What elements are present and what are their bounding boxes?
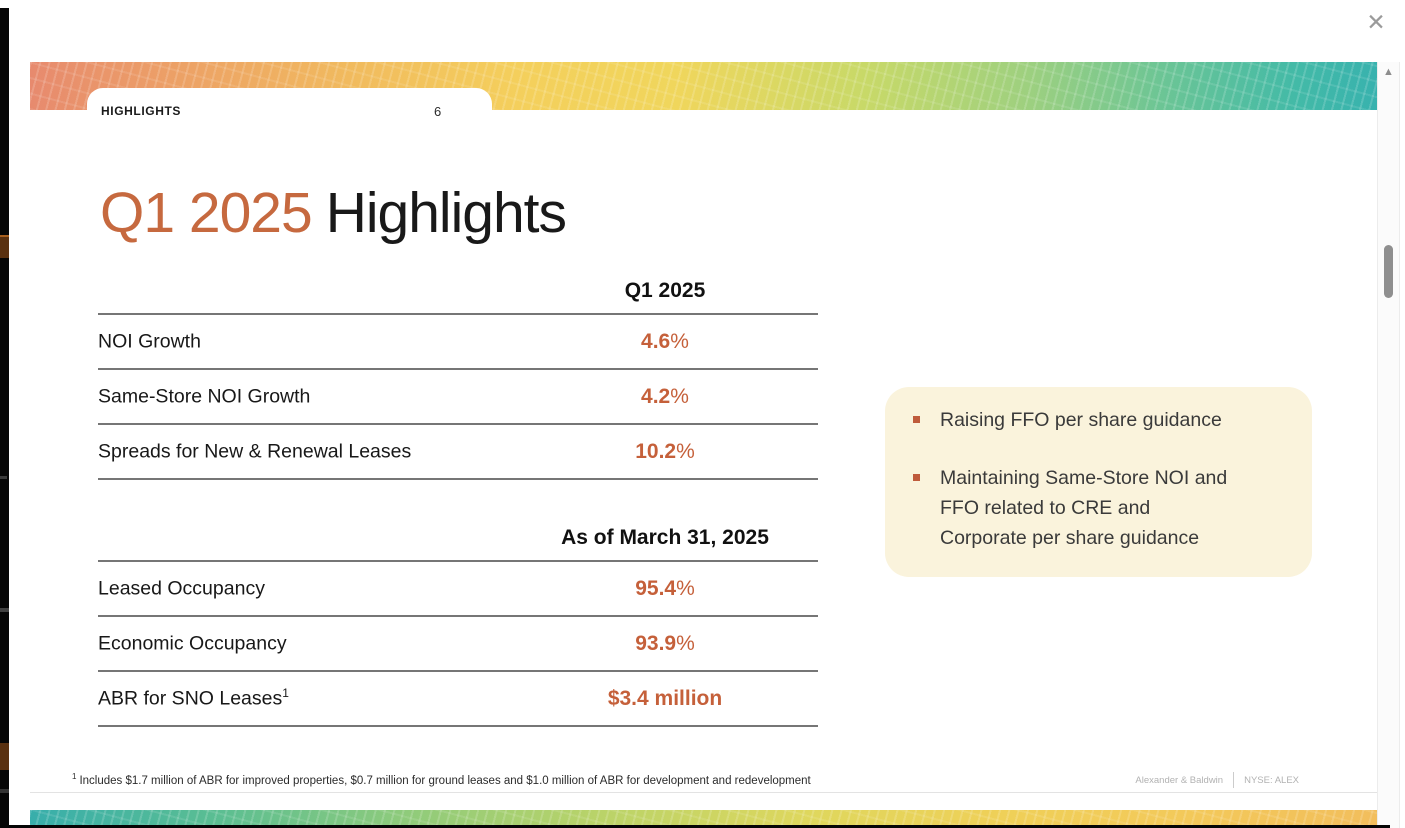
ticker-label: NYSE: ALEX xyxy=(1244,774,1299,786)
slide-page-number: 6 xyxy=(434,103,442,119)
metric-value: 93.9% xyxy=(635,631,695,655)
metric-value: 4.6% xyxy=(641,329,689,353)
list-item: Raising FFO per share guidance xyxy=(909,405,1288,435)
scrollbar-thumb[interactable] xyxy=(1384,245,1393,298)
sidebar-edge-strip xyxy=(0,8,9,828)
metric-label: ABR for SNO Leases1 xyxy=(98,686,289,710)
guidance-callout-box: Raising FFO per share guidance Maintaini… xyxy=(885,387,1312,577)
metric-label: Same-Store NOI Growth xyxy=(98,385,311,408)
table-header-row: As of March 31, 2025 xyxy=(98,515,818,562)
section-tab-label: HIGHLIGHTS xyxy=(101,104,181,118)
scrollbar-track[interactable]: ▲ xyxy=(1377,62,1400,828)
metric-value: 10.2% xyxy=(635,439,695,463)
next-slide-banner-peek xyxy=(30,810,1377,826)
slide-page: HIGHLIGHTS 6 Q1 2025 Highlights Q1 2025 N… xyxy=(30,62,1377,793)
bullet-text: Maintaining Same-Store NOI and FFO relat… xyxy=(940,467,1228,549)
slide-title: Q1 2025 Highlights xyxy=(100,180,567,246)
metric-label: NOI Growth xyxy=(98,330,201,353)
metric-label: Leased Occupancy xyxy=(98,577,265,600)
metric-label: Economic Occupancy xyxy=(98,632,287,655)
table-header-label: Q1 2025 xyxy=(624,278,706,302)
metrics-table-march: As of March 31, 2025 Leased Occupancy 95… xyxy=(98,515,818,727)
thumbnail-sliver xyxy=(0,476,7,479)
metric-label: Spreads for New & Renewal Leases xyxy=(98,440,412,463)
scroll-up-icon[interactable]: ▲ xyxy=(1383,66,1394,78)
metric-value: 95.4% xyxy=(635,576,695,600)
table-header-row: Q1 2025 xyxy=(98,268,818,315)
table-row: NOI Growth 4.6% xyxy=(98,315,818,370)
table-row: Spreads for New & Renewal Leases 10.2% xyxy=(98,425,818,480)
thumbnail-sliver xyxy=(0,743,9,770)
bullet-square-icon xyxy=(913,416,920,423)
slide-title-rest: Highlights xyxy=(325,181,567,245)
metric-value: 4.2% xyxy=(641,384,689,408)
bullet-text: Raising FFO per share guidance xyxy=(940,409,1222,431)
footnote-text: Includes $1.7 million of ABR for improve… xyxy=(79,774,811,787)
thumbnail-sliver xyxy=(0,235,9,258)
close-icon[interactable]: ✕ xyxy=(1366,8,1386,35)
metrics-table-q1: Q1 2025 NOI Growth 4.6% Same-Store NOI G… xyxy=(98,268,818,480)
table-row: Leased Occupancy 95.4% xyxy=(98,562,818,617)
company-name: Alexander & Baldwin xyxy=(1135,774,1224,786)
thumbnail-sliver xyxy=(0,789,9,793)
bullet-square-icon xyxy=(913,474,920,481)
list-item: Maintaining Same-Store NOI and FFO relat… xyxy=(909,463,1288,553)
footer-brand: Alexander & Baldwin NYSE: ALEX xyxy=(1135,772,1299,788)
slide-title-accent: Q1 2025 xyxy=(100,181,313,245)
footnote: 1 Includes $1.7 million of ABR for improv… xyxy=(72,772,811,787)
window-bottom-edge xyxy=(0,825,1390,828)
footnote-sup: 1 xyxy=(72,772,77,781)
table-row: ABR for SNO Leases1 $3.4 million xyxy=(98,672,818,727)
table-header-label: As of March 31, 2025 xyxy=(561,525,769,549)
thumbnail-sliver xyxy=(0,608,9,612)
table-row: Same-Store NOI Growth 4.2% xyxy=(98,370,818,425)
banner-pattern xyxy=(30,810,1377,826)
table-row: Economic Occupancy 93.9% xyxy=(98,617,818,672)
footer-divider xyxy=(1233,772,1235,788)
section-tab: HIGHLIGHTS 6 xyxy=(87,88,492,134)
metric-value: $3.4 million xyxy=(607,686,723,710)
